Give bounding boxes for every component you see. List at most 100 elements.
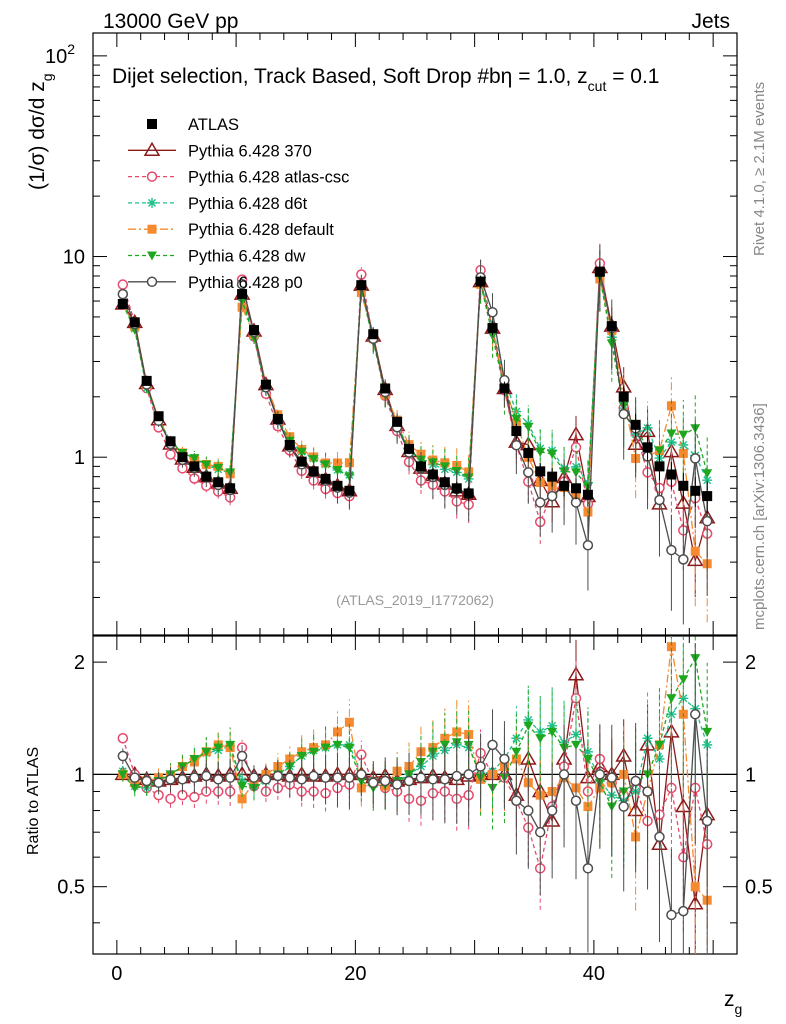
series-point: [296, 447, 307, 457]
legend: ATLAS Pythia 6.428 370 Pythia 6.428 atlas-…: [128, 116, 349, 292]
ratio-point: [594, 769, 606, 780]
series-point: [686, 551, 704, 567]
header-right: Jets: [691, 10, 730, 33]
series-point: [487, 306, 498, 318]
ratio-point: [511, 795, 522, 806]
ratio-point: [248, 772, 260, 783]
ratio-point: [332, 727, 342, 737]
ratio-point: [571, 740, 581, 750]
data-point: [582, 489, 593, 500]
ratio-point: [332, 740, 343, 750]
data-point: [463, 488, 474, 499]
series-1-ratio: [117, 659, 713, 932]
legend-marker: [146, 276, 158, 288]
ratio-tick-label-right: 0.5: [745, 877, 773, 899]
ratio-point: [439, 774, 451, 785]
series-point: [189, 454, 200, 464]
ratio-point: [511, 747, 522, 757]
ratio-point: [296, 752, 307, 762]
ratio-point: [309, 743, 319, 753]
y-tick-label: 102: [45, 41, 75, 68]
ratio-point: [224, 772, 236, 783]
series-point: [678, 430, 689, 440]
ratio-point: [237, 782, 248, 792]
main-frame: [92, 32, 738, 636]
ratio-point: [427, 774, 439, 785]
y-axis-label: (1/σ) dσ/d zg: [26, 73, 55, 190]
header-left: 13000 GeV pp: [103, 10, 238, 33]
ratio-point: [356, 769, 367, 780]
ratio-point: [308, 770, 319, 782]
data-point: [129, 317, 140, 328]
legend-entry: Pythia 6.428 atlas-csc: [128, 169, 349, 187]
ratio-point: [570, 795, 582, 806]
series-point: [225, 468, 236, 478]
data-point: [427, 469, 438, 480]
series-point: [654, 494, 665, 506]
ratio-point: [546, 805, 558, 816]
ratio-point: [535, 734, 546, 744]
ratio-point: [534, 826, 546, 838]
ratio-point: [571, 729, 581, 740]
ratio-point: [654, 740, 665, 750]
data-point: [392, 416, 403, 427]
legend-marker: [147, 119, 157, 129]
ratio-point: [618, 801, 629, 812]
ratio-point: [547, 727, 558, 737]
data-point: [654, 461, 665, 472]
data-point: [141, 375, 152, 386]
series-4-ratio: [117, 636, 713, 878]
legend-label: Pythia 6.428 p0: [188, 274, 303, 292]
series-point: [344, 458, 354, 468]
series-line: [122, 278, 708, 565]
series-point: [523, 467, 534, 478]
x-axis-label: zg: [724, 988, 742, 1017]
data-point: [177, 452, 188, 463]
ratio-point: [666, 642, 676, 652]
data-point: [451, 483, 462, 494]
ratio-point: [344, 772, 355, 783]
ratio-point: [141, 775, 152, 787]
ratio-point: [237, 794, 247, 804]
ratio-point: [451, 770, 462, 782]
ratio-point: [189, 791, 200, 803]
data-point: [415, 461, 426, 472]
data-point: [332, 480, 343, 491]
ratio-point: [201, 770, 212, 782]
series-3-main: [118, 255, 712, 623]
data-point: [547, 471, 558, 482]
ratio-point: [678, 905, 689, 917]
ratio-point: [189, 772, 200, 783]
data-point: [117, 299, 128, 310]
series-5-main: [117, 244, 713, 625]
ratio-point: [344, 743, 355, 753]
series-point: [511, 414, 522, 424]
data-point: [523, 447, 534, 458]
ratio-point: [117, 770, 128, 780]
series-point: [534, 497, 546, 508]
data-point: [439, 477, 450, 488]
ratio-point: [463, 769, 474, 780]
legend-entry: Pythia 6.428 d6t: [128, 195, 308, 213]
ratio-tick-label-right: 2: [745, 652, 756, 674]
legend-label: Pythia 6.428 default: [188, 221, 334, 239]
ratio-point: [129, 772, 140, 783]
rivet-version-text: Rivet 4.1.0, ≥ 2.1M events: [751, 82, 768, 256]
data-point: [571, 483, 581, 494]
data-point: [511, 426, 522, 437]
x-tick-label: 20: [344, 963, 366, 985]
series-point: [701, 515, 713, 527]
series-point: [535, 447, 546, 457]
series-0-main: [114, 249, 716, 598]
ratio-point: [499, 753, 510, 765]
ratio-tick-label-left: 2: [74, 652, 85, 674]
series-point: [165, 449, 176, 460]
ratio-point: [129, 783, 140, 793]
series-point: [678, 554, 689, 565]
ratio-point: [403, 775, 415, 787]
series-point: [308, 455, 319, 465]
ratio-point: [678, 675, 689, 685]
series-point: [285, 432, 295, 442]
series-point: [236, 278, 248, 290]
